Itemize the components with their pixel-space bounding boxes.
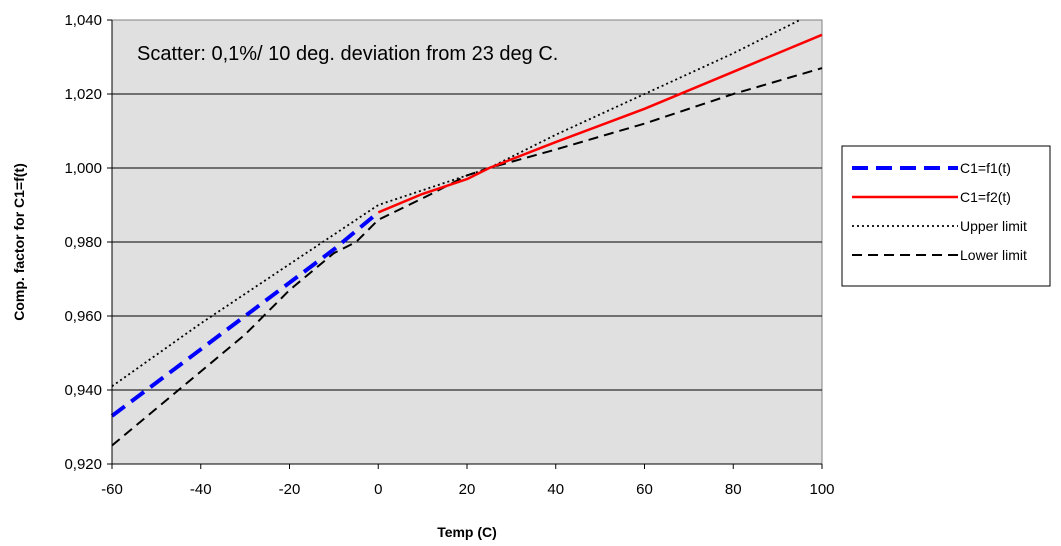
y-tick-label: 1,000	[64, 160, 102, 177]
y-tick-label: 0,940	[64, 382, 102, 399]
y-tick-label: 0,920	[64, 456, 102, 473]
x-tick-label: 60	[636, 481, 653, 498]
x-tick-label: 40	[547, 481, 564, 498]
legend-box	[841, 145, 1051, 287]
x-tick-label: -20	[279, 481, 301, 498]
legend: C1=f1(t) C1=f2(t) Upper limit Lower limit	[841, 145, 1051, 287]
x-tick-label: -60	[101, 481, 123, 498]
grid-lines	[112, 93, 822, 391]
legend-label: C1=f2(t)	[960, 189, 1011, 205]
y-tick-labels: 0,920 0,940 0,960 0,980 1,000 1,020 1,040	[64, 12, 112, 473]
y-axis-title: Comp. factor for C1=f(t)	[11, 163, 27, 321]
y-tick-label: 0,980	[64, 234, 102, 251]
series-lines	[110, 19, 823, 447]
x-tick-label: -40	[190, 481, 212, 498]
x-tick-label: 80	[725, 481, 742, 498]
y-tick-label: 1,040	[64, 12, 102, 29]
series-line-c1-f1-t	[110, 210, 380, 418]
y-tick-label: 1,020	[64, 86, 102, 103]
y-tick-label: 0,960	[64, 308, 102, 325]
scatter-annotation: Scatter: 0,1%/ 10 deg. deviation from 23…	[137, 43, 558, 65]
legend-label: Upper limit	[960, 218, 1027, 234]
x-tick-label: 100	[809, 481, 834, 498]
series-line-c1-f2-t	[377, 33, 823, 214]
legend-label: C1=f1(t)	[960, 160, 1011, 176]
legend-items: C1=f1(t) C1=f2(t) Upper limit Lower limit	[852, 160, 1027, 263]
legend-label: Lower limit	[960, 247, 1027, 263]
series-line-lower-limit	[111, 67, 823, 447]
x-tick-label: 0	[374, 481, 382, 498]
x-axis-title: Temp (C)	[437, 524, 497, 540]
x-tick-labels: -60 -40 -20 0 20 40 60 80 100	[101, 464, 835, 498]
x-tick-label: 20	[459, 481, 476, 498]
